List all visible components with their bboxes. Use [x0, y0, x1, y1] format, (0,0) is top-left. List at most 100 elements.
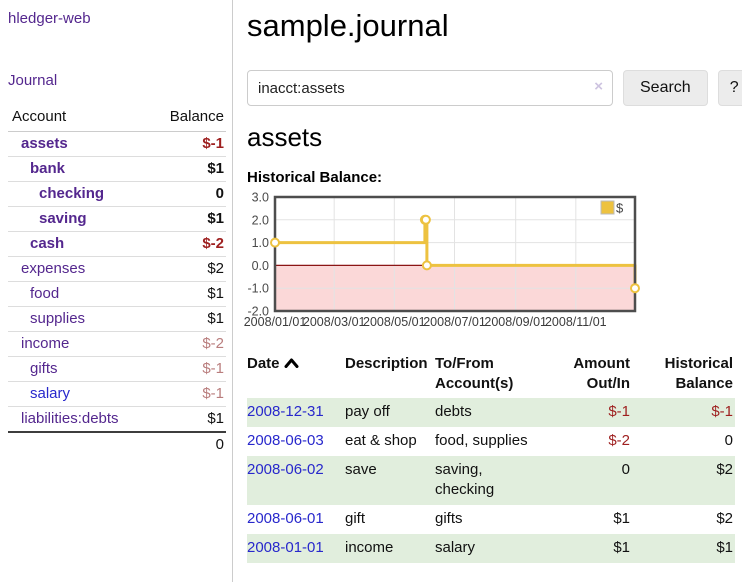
search-bar: × Search ? — [247, 70, 742, 106]
transaction-balance: $2 — [716, 510, 733, 527]
clear-search-icon[interactable]: × — [594, 78, 603, 95]
accounts-total-balance: 0 — [149, 431, 226, 457]
account-balance: $-2 — [149, 231, 226, 257]
accounts-header-row: Account Balance — [8, 106, 226, 132]
register-header-amount: Amount Out/In — [573, 355, 630, 392]
search-button[interactable]: Search — [623, 70, 708, 106]
register-header-row: Date Description To/From Account(s) Amou… — [247, 352, 735, 398]
transaction-description: eat & shop — [345, 432, 417, 449]
chart-title: Historical Balance: — [247, 169, 383, 186]
account-row: liabilities:debts $1 — [8, 406, 226, 433]
transaction-accounts: debts — [435, 403, 472, 420]
register-row: 2008-06-02 save saving, checking 0 $2 — [247, 456, 735, 505]
account-link[interactable]: supplies — [30, 310, 86, 327]
account-link[interactable]: saving — [39, 210, 87, 227]
accounts-table: Account Balance assets $-1 bank $1 checking 0… — [8, 106, 226, 457]
register-header-account: To/From Account(s) — [435, 355, 514, 392]
svg-text:2008/11/01: 2008/11/01 — [545, 315, 607, 329]
svg-text:2008/03/01: 2008/03/01 — [303, 315, 366, 329]
register-row: 2008-12-31 pay off debts $-1 $-1 — [247, 398, 735, 427]
svg-text:2008/05/01: 2008/05/01 — [363, 315, 426, 329]
account-heading: assets — [247, 122, 323, 152]
transaction-accounts: saving, checking — [435, 461, 495, 498]
svg-text:1.0: 1.0 — [252, 236, 269, 250]
svg-text:3.0: 3.0 — [252, 191, 269, 205]
svg-text:-2.0: -2.0 — [247, 305, 269, 319]
transaction-balance: 0 — [724, 432, 733, 449]
account-balance: $-1 — [149, 356, 226, 382]
svg-text:2008/01/01: 2008/01/01 — [244, 315, 307, 329]
transaction-amount: $-1 — [608, 403, 630, 420]
account-row: expenses $2 — [8, 256, 226, 282]
account-row: gifts $-1 — [8, 356, 226, 382]
account-row: food $1 — [8, 281, 226, 307]
account-link[interactable]: bank — [30, 160, 66, 177]
register-row: 2008-06-01 gift gifts $1 $2 — [247, 505, 735, 534]
page-title: sample.journal — [247, 8, 449, 43]
svg-text:2008/07/01: 2008/07/01 — [423, 315, 486, 329]
register-header-description: Description — [345, 355, 428, 372]
account-link[interactable]: gifts — [30, 360, 58, 377]
account-link[interactable]: salary — [30, 385, 71, 402]
account-link[interactable]: liabilities:debts — [21, 410, 119, 427]
transaction-accounts: food, supplies — [435, 432, 528, 449]
svg-text:-1.0: -1.0 — [247, 282, 269, 296]
transaction-accounts: salary — [435, 539, 476, 556]
transaction-date-link[interactable]: 2008-06-02 — [247, 461, 324, 478]
transaction-date-link[interactable]: 2008-06-01 — [247, 510, 324, 527]
account-link[interactable]: income — [21, 335, 70, 352]
register-header-date[interactable]: Date — [247, 352, 345, 398]
account-balance: $1 — [149, 406, 226, 433]
account-balance: 0 — [149, 181, 226, 207]
app-title-link[interactable]: hledger-web — [8, 10, 91, 27]
chart-legend-swatch — [600, 200, 615, 215]
account-balance: $1 — [149, 281, 226, 307]
account-link[interactable]: cash — [30, 235, 65, 252]
transaction-amount: $1 — [613, 510, 630, 527]
balance-chart[interactable]: 3.0 2.0 1.0 0.0 -1.0 -2.0 2008/01/01 2008/03/01… — [244, 191, 732, 334]
search-input[interactable] — [247, 70, 613, 106]
transaction-balance: $-1 — [711, 403, 733, 420]
transaction-balance: $1 — [716, 539, 733, 556]
svg-text:0.0: 0.0 — [252, 259, 269, 273]
transaction-date-link[interactable]: 2008-12-31 — [247, 403, 324, 420]
transaction-balance: $2 — [716, 461, 733, 478]
account-balance: $-2 — [149, 331, 226, 357]
transaction-description: pay off — [345, 403, 390, 420]
help-button[interactable]: ? — [717, 70, 742, 106]
account-row: income $-2 — [8, 331, 226, 357]
register-header-balance: Historical Balance — [664, 355, 733, 392]
sidebar: hledger-web Journal Account Balance asse… — [0, 0, 233, 582]
register-row: 2008-01-01 income salary $1 $1 — [247, 534, 735, 563]
account-row: saving $1 — [8, 206, 226, 232]
account-balance: $-1 — [149, 131, 226, 157]
transaction-description: save — [345, 461, 377, 478]
accounts-total-row: 0 — [8, 431, 226, 457]
register-table: Date Description To/From Account(s) Amou… — [247, 352, 735, 563]
svg-text:2008/09/01: 2008/09/01 — [484, 315, 547, 329]
account-row: assets $-1 — [8, 131, 226, 157]
main-content: sample.journal × Search ? assets Histori… — [234, 0, 742, 582]
transaction-accounts: gifts — [435, 510, 463, 527]
register-row: 2008-06-03 eat & shop food, supplies $-2 0 — [247, 427, 735, 456]
account-link[interactable]: assets — [21, 135, 68, 152]
account-link[interactable]: food — [30, 285, 60, 302]
sort-ascending-icon — [284, 354, 299, 374]
transaction-date-link[interactable]: 2008-06-03 — [247, 432, 324, 449]
account-balance: $1 — [149, 306, 226, 332]
sidebar-item-journal[interactable]: Journal — [8, 72, 58, 89]
transaction-amount: 0 — [621, 461, 630, 478]
balance-chart-svg: 3.0 2.0 1.0 0.0 -1.0 -2.02008/01/012008/03/01… — [244, 191, 640, 329]
account-link[interactable]: expenses — [21, 260, 86, 277]
transaction-amount: $-2 — [608, 432, 630, 449]
account-row: bank $1 — [8, 156, 226, 182]
account-link[interactable]: checking — [39, 185, 105, 202]
accounts-header-account: Account — [8, 106, 150, 132]
account-row: salary $-1 — [8, 381, 226, 407]
chart-legend-label: $ — [616, 201, 624, 216]
transaction-date-link[interactable]: 2008-01-01 — [247, 539, 324, 556]
account-row: checking 0 — [8, 181, 226, 207]
account-balance: $2 — [149, 256, 226, 282]
account-row: cash $-2 — [8, 231, 226, 257]
